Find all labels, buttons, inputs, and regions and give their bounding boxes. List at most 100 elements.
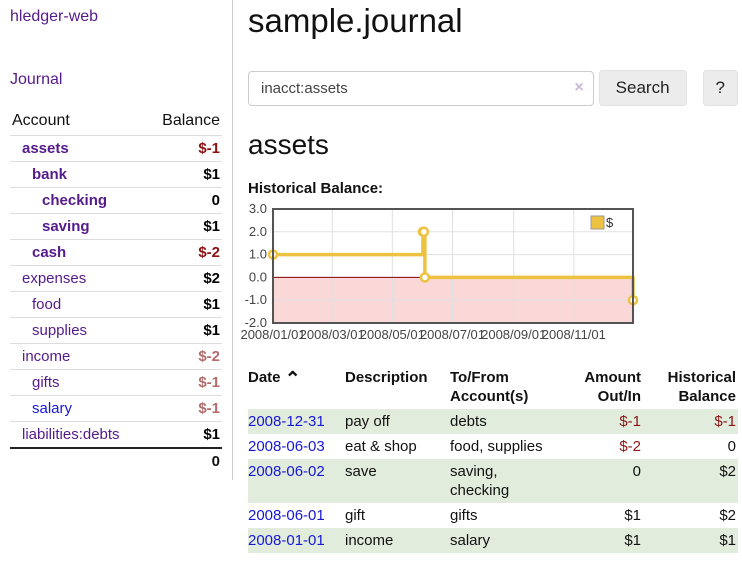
chart-y-axis-labels: 3.0 2.0 1.0 0.0 -1.0 -2.0 <box>245 201 267 330</box>
chart-legend: $ <box>590 215 614 230</box>
transaction-description: gift <box>345 507 366 524</box>
transaction-row: 2008-06-03 eat & shop food, supplies $-2 0 <box>248 434 738 459</box>
accounts-header-account: Account <box>12 112 70 129</box>
accounts-total-row: 0 <box>10 447 222 474</box>
account-balance: $-2 <box>146 343 222 370</box>
transaction-balance: $2 <box>719 463 736 480</box>
svg-text:2008/05/01: 2008/05/01 <box>360 327 425 342</box>
transaction-description: save <box>345 463 377 480</box>
register-header-description: Description <box>345 369 428 386</box>
search-button[interactable]: Search <box>598 70 687 106</box>
transaction-amount: $-2 <box>619 438 641 455</box>
transaction-balance: 0 <box>727 438 736 455</box>
svg-text:1.0: 1.0 <box>249 247 267 262</box>
register-header-accounts: To/From Account(s) <box>450 369 529 405</box>
account-balance: 0 <box>146 187 222 214</box>
account-link-checking[interactable]: checking <box>42 192 108 209</box>
register-header-date-label: Date <box>248 369 281 386</box>
transaction-balance: $2 <box>719 507 736 524</box>
transaction-balance: $-1 <box>714 413 736 430</box>
account-row: assets $-1 <box>10 135 222 162</box>
search-input[interactable] <box>248 70 594 106</box>
accounts-header-balance: Balance <box>162 112 220 129</box>
account-link-gifts[interactable]: gifts <box>32 374 60 391</box>
accounts-table: Account Balance assets $-1 bank $1 checking 0… <box>10 110 222 474</box>
transaction-balance: $1 <box>719 532 736 549</box>
account-row: income $-2 <box>10 343 222 370</box>
account-link-saving[interactable]: saving <box>42 218 90 235</box>
account-balance: $-1 <box>146 135 222 162</box>
chart-heading: Historical Balance: <box>248 180 384 197</box>
account-row: food $1 <box>10 291 222 318</box>
account-balance: $1 <box>146 161 222 188</box>
chart-x-axis-labels: 2008/01/012008/03/012008/05/012008/07/01… <box>240 327 605 342</box>
account-row: checking 0 <box>10 187 222 214</box>
account-link-food[interactable]: food <box>32 296 62 313</box>
transaction-amount: $1 <box>624 532 641 549</box>
transaction-description: eat & shop <box>345 438 417 455</box>
account-balance: $1 <box>146 421 222 448</box>
transaction-date-link[interactable]: 2008-12-31 <box>248 413 325 430</box>
svg-text:2008/09/01: 2008/09/01 <box>481 327 546 342</box>
historical-balance-chart: 3.0 2.0 1.0 0.0 -1.0 -2.02008/01/012008/03/01… <box>240 201 639 342</box>
account-link-expenses[interactable]: expenses <box>22 270 87 287</box>
account-balance: $1 <box>146 213 222 240</box>
svg-text:0.0: 0.0 <box>249 269 267 284</box>
account-title: assets <box>248 129 329 160</box>
svg-text:2.0: 2.0 <box>249 224 267 239</box>
chart-data-points <box>267 226 639 306</box>
transaction-date-link[interactable]: 2008-01-01 <box>248 532 325 549</box>
transaction-amount: 0 <box>632 463 641 480</box>
account-link-liabilities-debts[interactable]: liabilities:debts <box>22 426 120 443</box>
account-row: salary $-1 <box>10 395 222 422</box>
chart-border <box>272 208 634 324</box>
transaction-row: 2008-01-01 income salary $1 $1 <box>248 528 738 553</box>
svg-text:2008/01/01: 2008/01/01 <box>240 327 305 342</box>
account-row: liabilities:debts $1 <box>10 421 222 448</box>
account-balance: $-2 <box>146 239 222 266</box>
account-link-assets[interactable]: assets <box>22 140 69 157</box>
clear-search-icon[interactable]: × <box>574 78 584 96</box>
account-link-supplies[interactable]: supplies <box>32 322 88 339</box>
transaction-row: 2008-06-02 save saving, checking 0 $2 <box>248 459 738 503</box>
accounts-total-value: 0 <box>10 447 222 474</box>
account-row: saving $1 <box>10 213 222 240</box>
transaction-accounts: gifts <box>450 507 478 524</box>
transaction-description: pay off <box>345 413 390 430</box>
sidebar-item-journal[interactable]: Journal <box>10 71 63 88</box>
account-balance: $1 <box>146 317 222 344</box>
account-link-bank[interactable]: bank <box>32 166 68 183</box>
transaction-accounts: food, supplies <box>450 438 543 455</box>
transaction-row: 2008-06-01 gift gifts $1 $2 <box>248 503 738 528</box>
sidebar: hledger-web Journal Account Balance asse… <box>0 0 233 480</box>
account-row: gifts $-1 <box>10 369 222 396</box>
svg-text:3.0: 3.0 <box>249 201 267 216</box>
svg-text:2008/03/01: 2008/03/01 <box>300 327 365 342</box>
page-title: sample.journal <box>248 2 463 39</box>
account-link-cash[interactable]: cash <box>32 244 67 261</box>
account-balance: $1 <box>146 291 222 318</box>
register-table: Date ⌃ Description To/From Account(s) Am… <box>248 366 738 553</box>
transaction-accounts: saving, checking <box>450 463 510 499</box>
register-header-amount: Amount Out/In <box>584 369 641 405</box>
transaction-amount: $1 <box>624 507 641 524</box>
transaction-date-link[interactable]: 2008-06-02 <box>248 463 325 480</box>
app-brand-link[interactable]: hledger-web <box>10 8 99 25</box>
account-link-income[interactable]: income <box>22 348 71 365</box>
account-row: expenses $2 <box>10 265 222 292</box>
transaction-row: 2008-12-31 pay off debts $-1 $-1 <box>248 409 738 434</box>
transaction-accounts: debts <box>450 413 487 430</box>
transaction-date-link[interactable]: 2008-06-01 <box>248 507 325 524</box>
transaction-accounts: salary <box>450 532 491 549</box>
account-link-salary[interactable]: salary <box>32 400 73 417</box>
transaction-description: income <box>345 532 394 549</box>
account-balance: $2 <box>146 265 222 292</box>
help-button[interactable]: ? <box>702 70 738 106</box>
account-balance: $-1 <box>146 369 222 396</box>
transaction-amount: $-1 <box>619 413 641 430</box>
svg-text:$: $ <box>606 215 614 230</box>
register-header-row: Date ⌃ Description To/From Account(s) Am… <box>248 366 738 409</box>
svg-text:2008/11/01: 2008/11/01 <box>542 327 606 342</box>
transaction-date-link[interactable]: 2008-06-03 <box>248 438 325 455</box>
register-header-date[interactable]: Date ⌃ <box>248 366 345 409</box>
